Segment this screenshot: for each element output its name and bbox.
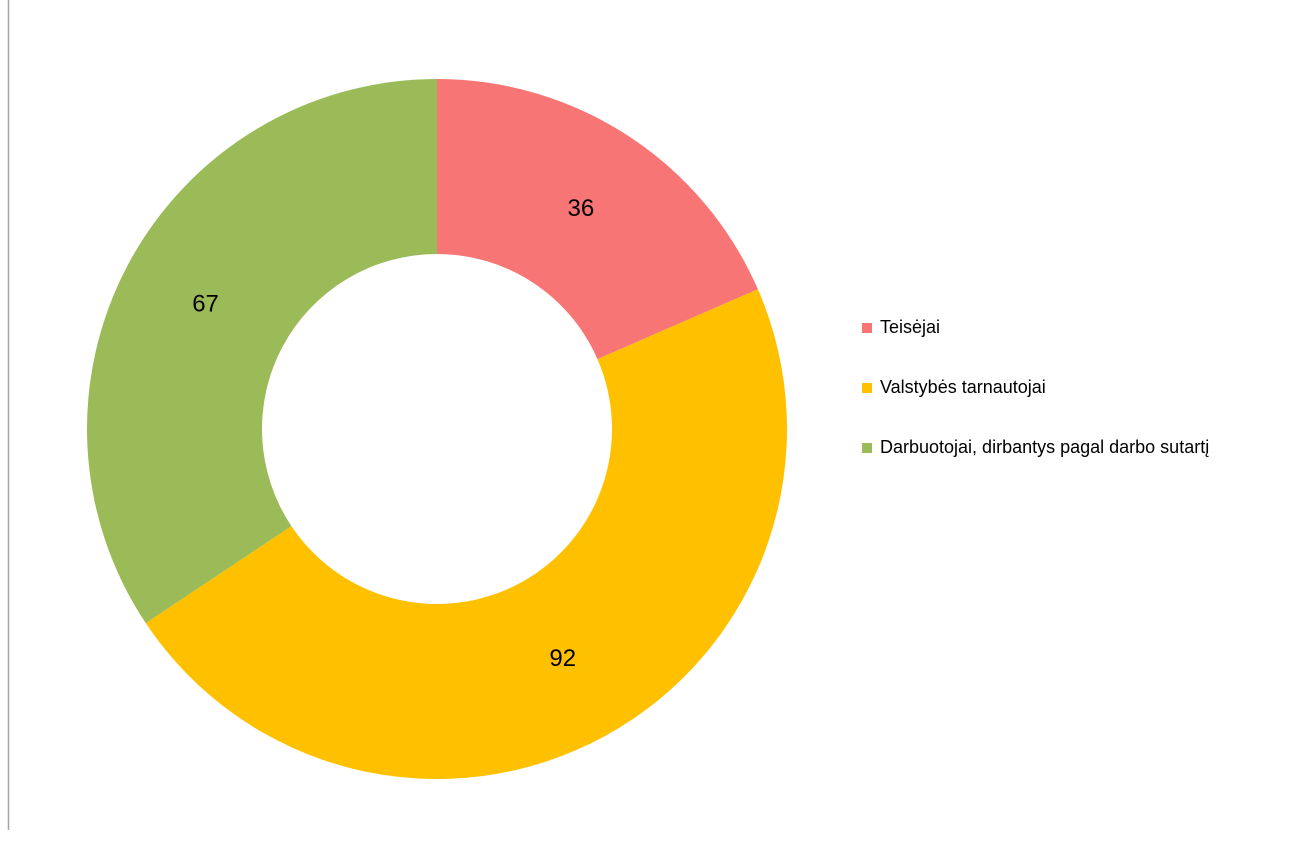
legend-label: Teisėjai	[880, 317, 940, 337]
legend-label: Valstybės tarnautojai	[880, 377, 1046, 397]
data-label: 92	[549, 645, 576, 672]
legend-swatch	[862, 323, 872, 333]
legend-swatch	[862, 443, 872, 453]
legend-swatch	[862, 383, 872, 393]
donut-segment	[87, 79, 438, 624]
data-label: 36	[568, 195, 595, 222]
donut-segment	[437, 79, 758, 360]
legend-label: Darbuotojai, dirbantys pagal darbo sutar…	[880, 437, 1209, 457]
data-label: 67	[192, 290, 219, 317]
donut-segment	[145, 289, 787, 779]
